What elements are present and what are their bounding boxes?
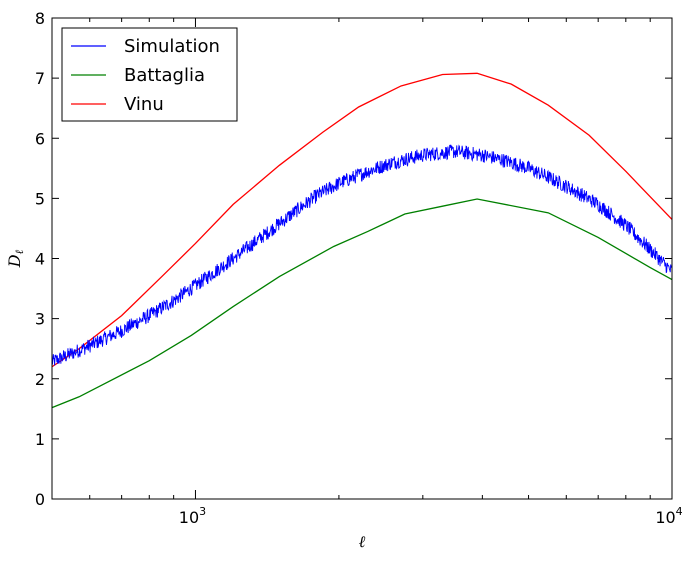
y-axis-label-subscript: ℓ: [13, 249, 26, 254]
y-tick-label: 0: [35, 490, 45, 509]
y-axis-label-main: D: [5, 254, 24, 268]
legend-label-vinu: Vinu: [124, 94, 164, 115]
y-tick-label: 6: [35, 129, 45, 148]
legend-label-battaglia: Battaglia: [124, 65, 205, 86]
y-axis-label: Dℓ: [5, 249, 26, 268]
x-axis-label: ℓ: [359, 532, 366, 551]
legend-label-simulation: Simulation: [124, 36, 220, 57]
x-tick-label: 104: [655, 505, 682, 527]
ticks-layer: 0 1 2 3 4 5 6 7 8 103 104: [35, 9, 683, 527]
y-tick-label: 5: [35, 189, 45, 208]
legend: Simulation Battaglia Vinu: [61, 27, 238, 122]
y-tick-label: 3: [35, 310, 45, 329]
y-tick-label: 4: [35, 250, 45, 269]
y-tick-label: 8: [35, 9, 45, 28]
series-layer: [51, 72, 673, 409]
series-line-simulation: [51, 144, 673, 366]
series-line-vinu: [51, 72, 673, 368]
y-tick-label: 2: [35, 370, 45, 389]
y-tick-label: 7: [35, 69, 45, 88]
labels-layer: ℓ Dℓ: [5, 249, 366, 551]
series-line-battaglia: [51, 198, 673, 409]
y-tick-label: 1: [35, 430, 45, 449]
svg-text:Dℓ: Dℓ: [5, 249, 26, 268]
x-tick-label: 103: [179, 505, 206, 527]
